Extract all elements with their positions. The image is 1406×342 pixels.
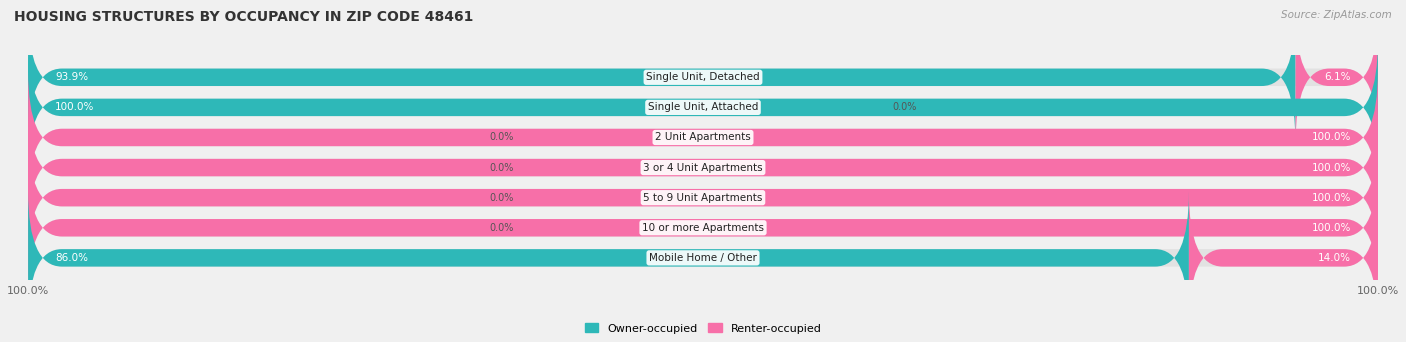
Text: 0.0%: 0.0%	[489, 193, 515, 203]
Text: 0.0%: 0.0%	[489, 132, 515, 143]
Text: 2 Unit Apartments: 2 Unit Apartments	[655, 132, 751, 143]
FancyBboxPatch shape	[28, 192, 1189, 324]
Text: 10 or more Apartments: 10 or more Apartments	[643, 223, 763, 233]
FancyBboxPatch shape	[28, 41, 1378, 174]
Text: Mobile Home / Other: Mobile Home / Other	[650, 253, 756, 263]
FancyBboxPatch shape	[28, 101, 1378, 234]
Text: 100.0%: 100.0%	[1312, 162, 1351, 173]
FancyBboxPatch shape	[28, 71, 1378, 204]
FancyBboxPatch shape	[28, 71, 1378, 204]
FancyBboxPatch shape	[28, 101, 1378, 234]
Text: Single Unit, Attached: Single Unit, Attached	[648, 102, 758, 113]
Legend: Owner-occupied, Renter-occupied: Owner-occupied, Renter-occupied	[581, 319, 825, 338]
Text: HOUSING STRUCTURES BY OCCUPANCY IN ZIP CODE 48461: HOUSING STRUCTURES BY OCCUPANCY IN ZIP C…	[14, 10, 474, 24]
Text: 100.0%: 100.0%	[1312, 132, 1351, 143]
Text: 14.0%: 14.0%	[1317, 253, 1351, 263]
FancyBboxPatch shape	[28, 11, 1295, 144]
Text: Single Unit, Detached: Single Unit, Detached	[647, 72, 759, 82]
FancyBboxPatch shape	[28, 41, 1378, 174]
Text: 100.0%: 100.0%	[1312, 223, 1351, 233]
Text: 100.0%: 100.0%	[55, 102, 94, 113]
Text: 86.0%: 86.0%	[55, 253, 89, 263]
Text: 100.0%: 100.0%	[1312, 193, 1351, 203]
Text: 0.0%: 0.0%	[489, 162, 515, 173]
FancyBboxPatch shape	[28, 131, 1378, 264]
Text: 0.0%: 0.0%	[891, 102, 917, 113]
FancyBboxPatch shape	[28, 11, 1378, 144]
FancyBboxPatch shape	[1295, 11, 1378, 144]
Text: 6.1%: 6.1%	[1324, 72, 1351, 82]
Text: 0.0%: 0.0%	[489, 223, 515, 233]
Text: Source: ZipAtlas.com: Source: ZipAtlas.com	[1281, 10, 1392, 20]
FancyBboxPatch shape	[28, 161, 1378, 294]
FancyBboxPatch shape	[28, 192, 1378, 324]
FancyBboxPatch shape	[28, 131, 1378, 264]
Text: 3 or 4 Unit Apartments: 3 or 4 Unit Apartments	[643, 162, 763, 173]
FancyBboxPatch shape	[1189, 192, 1378, 324]
Text: 93.9%: 93.9%	[55, 72, 89, 82]
Text: 5 to 9 Unit Apartments: 5 to 9 Unit Apartments	[644, 193, 762, 203]
FancyBboxPatch shape	[28, 161, 1378, 294]
